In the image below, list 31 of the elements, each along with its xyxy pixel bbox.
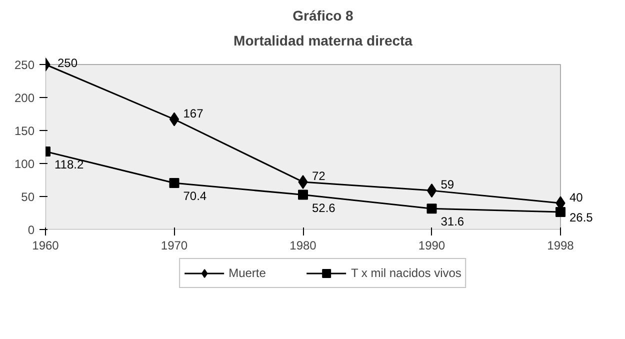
legend-label: Muerte: [228, 266, 266, 280]
y-tick-label: 100: [14, 157, 35, 171]
chart-title: Gráfico 8: [292, 8, 354, 24]
legend-label: T x mil nacidos vivos: [350, 266, 462, 280]
y-tick-label: 0: [28, 223, 35, 237]
x-tick-label: 1990: [418, 238, 446, 252]
y-tick-label: 150: [14, 124, 35, 138]
data-label: 31.6: [440, 214, 464, 229]
data-label: 118.2: [54, 157, 84, 172]
x-tick-label: 1998: [547, 238, 574, 252]
point: [169, 178, 180, 188]
y-tick-label: 50: [21, 190, 35, 204]
data-label: 167: [183, 106, 204, 120]
data-label: 40: [570, 190, 584, 205]
point: [426, 204, 437, 214]
data-label: 26.5: [570, 210, 594, 225]
x-tick-label: 1980: [290, 238, 317, 252]
data-label: 59: [440, 178, 454, 192]
point: [426, 184, 437, 198]
y-tick-label: 200: [14, 91, 35, 105]
data-label: 70.4: [183, 189, 207, 204]
data-label: 52.6: [312, 200, 336, 215]
data-label: 72: [312, 168, 326, 183]
point: [556, 207, 566, 218]
x-tick-label: 1970: [160, 238, 188, 252]
y-tick-label: 250: [14, 58, 35, 72]
point: [169, 112, 180, 126]
data-label: 250: [58, 56, 78, 70]
point: [298, 190, 308, 200]
x-tick-label: 1960: [32, 238, 60, 252]
chart-subtitle: Mortalidad materna directa: [234, 32, 413, 48]
